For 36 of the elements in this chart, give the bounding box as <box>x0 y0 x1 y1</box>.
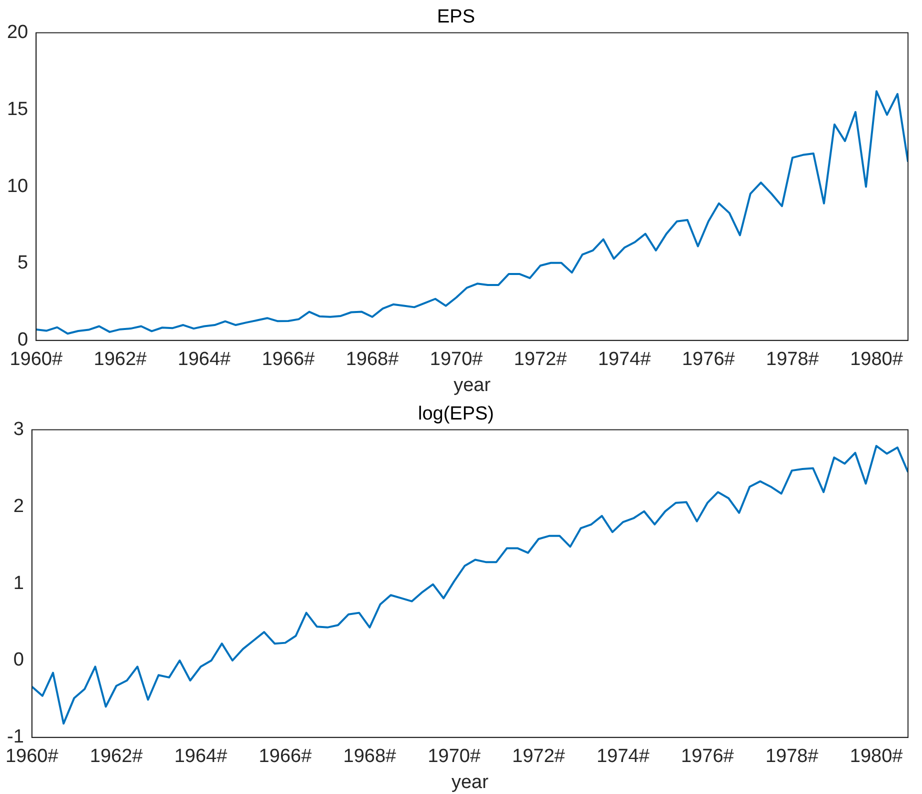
x-tick-label: 1974# <box>596 746 650 768</box>
chart-title: EPS <box>436 6 476 28</box>
x-tick-label: 1976# <box>681 746 734 768</box>
x-tick-label: 1970# <box>428 746 481 768</box>
x-tick-label: 1980# <box>850 746 904 768</box>
x-tick-label: 1972# <box>512 746 566 768</box>
x-axis-title: year <box>454 374 492 396</box>
x-tick-label: 1960# <box>5 746 59 768</box>
x-tick-label: 1978# <box>765 746 819 768</box>
x-tick-label: 1968# <box>343 746 397 768</box>
x-tick-label: 1972# <box>514 349 568 370</box>
chart-title: log(EPS) <box>418 404 494 425</box>
x-tick-label: 1968# <box>346 349 400 370</box>
x-tick-label: 1966# <box>262 349 316 370</box>
y-tick-label: 0 <box>13 650 24 671</box>
x-axis-title: year <box>451 772 490 793</box>
x-tick-label: 1976# <box>682 349 736 370</box>
y-tick-label: 15 <box>6 98 28 120</box>
x-tick-label: 1962# <box>90 746 144 768</box>
x-tick-label: 1962# <box>94 349 148 370</box>
y-tick-label: 1 <box>13 572 24 594</box>
y-tick-label: 10 <box>6 176 28 197</box>
x-tick-label: 1974# <box>598 349 652 370</box>
x-tick-label: 1960# <box>10 349 63 370</box>
x-tick-label: 1980# <box>850 349 904 370</box>
x-tick-label: 1970# <box>430 349 484 370</box>
y-tick-label: 3 <box>13 419 24 440</box>
x-tick-label: 1966# <box>258 746 312 768</box>
x-tick-label: 1978# <box>766 349 820 370</box>
y-tick-label: 5 <box>18 252 28 274</box>
y-tick-label: 2 <box>13 496 24 517</box>
y-tick-label: 0 <box>18 330 28 351</box>
y-tick-label: 20 <box>6 22 28 44</box>
x-tick-label: 1964# <box>174 746 228 768</box>
y-tick-label: -1 <box>6 726 24 748</box>
x-tick-label: 1964# <box>178 349 232 370</box>
